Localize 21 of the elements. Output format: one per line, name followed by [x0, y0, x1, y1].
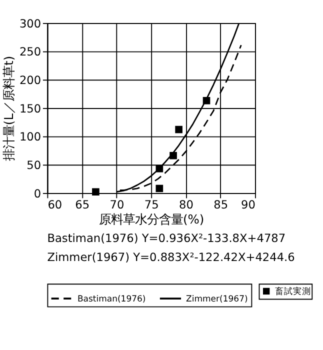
x-tick-label: 80 [179, 198, 194, 212]
legend-label: Zimmer(1967) [186, 294, 248, 304]
y-tick-label: 200 [19, 72, 42, 87]
y-tick-label: 0 [34, 186, 42, 200]
text: Zimmer(1967) Y=0.883X²-122.42X+4244.6 [47, 250, 295, 264]
x-tick-label: 70 [110, 198, 124, 212]
y-tick-label: 300 [19, 16, 42, 30]
x-tick-label: 85 [214, 198, 228, 212]
y-tick-label: 250 [19, 44, 42, 59]
y-tick-label: 50 [26, 158, 42, 172]
y-axis-title: 排汁量(L／原料草t) [2, 56, 16, 162]
x-axis-title: 原料草水分含量(%) [98, 212, 204, 227]
text: Bastiman(1976) Y=0.936X²-133.8X+4787 [47, 231, 286, 246]
x-tick-label: 90 [241, 198, 256, 212]
legend-label: 畜試実測 [274, 286, 311, 298]
y-tick-label: 100 [19, 130, 42, 144]
y-tick-label: 150 [19, 101, 42, 116]
x-tick-label: 60 [48, 198, 62, 212]
x-tick-label: 75 [144, 198, 159, 212]
legend-label: Bastiman(1976) [77, 294, 146, 304]
x-tick-label: 65 [75, 198, 90, 212]
